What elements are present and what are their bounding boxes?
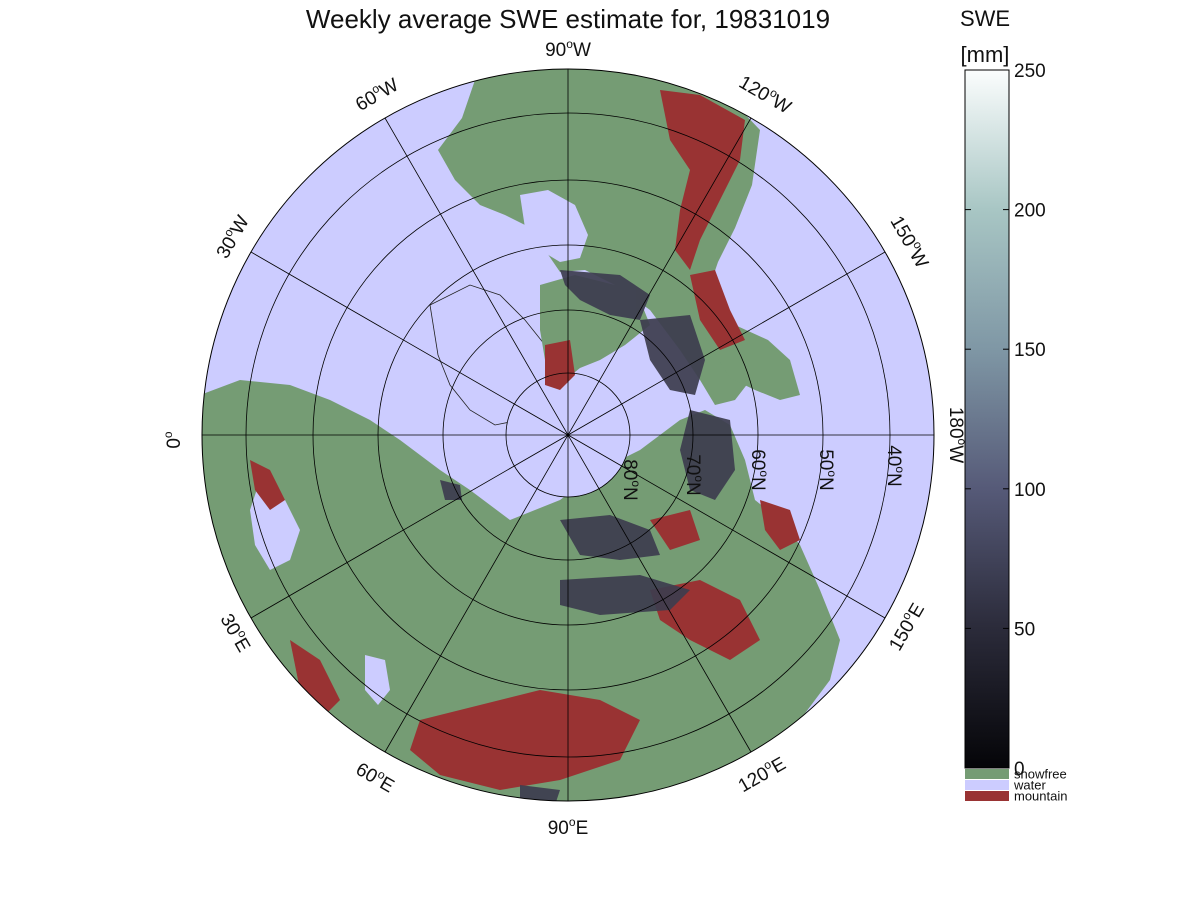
colorbar-gradient <box>964 69 1010 769</box>
colorbar-category-label: mountain <box>1014 789 1067 804</box>
lat-label-80n: 80oN <box>619 459 643 501</box>
map-disk <box>201 68 935 802</box>
colorbar-category-swatch <box>965 780 1009 790</box>
lat-label-40n: 40oN <box>883 445 907 487</box>
colorbar-ticks: 0 50 100 150 200 250 <box>965 61 1046 780</box>
colorbar-category-swatch <box>965 791 1009 801</box>
graticule <box>201 68 935 802</box>
water-caspian <box>365 655 390 705</box>
lat-label-50n: 50oN <box>815 449 839 491</box>
colorbar-unit: [mm] <box>961 42 1010 67</box>
lat-label-60n: 60oN <box>747 449 771 491</box>
colorbar-tick-label: 50 <box>1014 619 1035 640</box>
colorbar-tick-label: 150 <box>1014 340 1046 361</box>
lon-label-0: 0o <box>161 431 185 449</box>
colorbar: SWE [mm] 0 50 100 150 200 250 snowfreewatermo… <box>960 6 1068 804</box>
lon-label-30w: 30oW <box>210 211 254 263</box>
colorbar-category-label: water <box>1013 778 1046 793</box>
water-hudson-bay <box>520 190 588 262</box>
lon-label-90w: 90oW <box>545 37 591 61</box>
mountain-regions <box>250 90 800 790</box>
lat-label-70n: 70oN <box>682 454 706 496</box>
lon-label-150w: 150oW <box>886 211 935 272</box>
latitude-labels: 80oN 70oN 60oN 50oN 40oN <box>619 445 907 501</box>
colorbar-tick-label: 250 <box>1014 61 1046 82</box>
colorbar-tick-label: 0 <box>1014 759 1025 780</box>
colorbar-category-swatch <box>965 769 1009 779</box>
lon-label-60e: 60oE <box>352 756 399 797</box>
lon-label-60w: 60oW <box>351 72 403 116</box>
lon-label-120e: 120oE <box>733 751 789 797</box>
colorbar-tick-label: 100 <box>1014 480 1046 501</box>
landmasses <box>202 69 840 801</box>
map-title: Weekly average SWE estimate for, 1983101… <box>306 4 830 34</box>
colorbar-tick-label: 200 <box>1014 201 1046 222</box>
lon-label-90e: 90oE <box>548 815 589 839</box>
lon-label-120w: 120oW <box>735 69 796 118</box>
snow-regions <box>440 270 735 801</box>
land-eurasia <box>202 380 840 801</box>
water-baltic <box>250 480 300 570</box>
lon-label-180w: 180oW <box>945 407 969 463</box>
meridian-150 <box>250 251 886 619</box>
colorbar-title: SWE <box>960 6 1010 31</box>
colorbar-category-label: snowfree <box>1014 767 1067 782</box>
